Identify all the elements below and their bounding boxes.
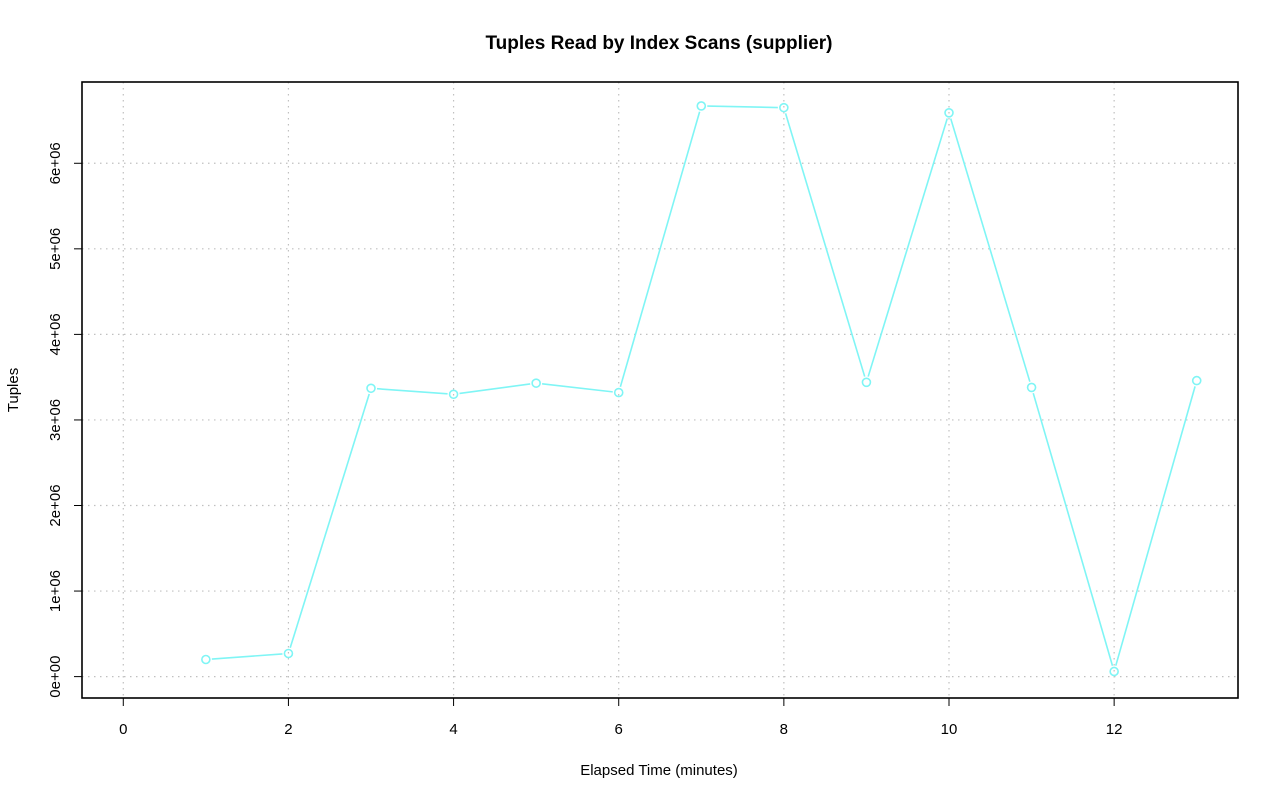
series-line-segment bbox=[867, 118, 949, 377]
data-point bbox=[201, 654, 211, 665]
series-line-segment bbox=[542, 383, 613, 393]
y-tick-label: 6e+06 bbox=[47, 142, 64, 184]
data-point bbox=[531, 378, 541, 388]
y-axis: 0e+00 1e+06 2e+06 3e+06 4e+06 5e+06 6e+06 bbox=[47, 142, 83, 698]
data-point bbox=[944, 108, 954, 118]
x-tick-label: 4 bbox=[449, 721, 457, 738]
y-tick-label: 4e+06 bbox=[47, 313, 64, 355]
data-point bbox=[779, 102, 789, 113]
x-tick-label: 2 bbox=[284, 721, 292, 738]
data-point bbox=[1191, 375, 1202, 386]
series-line-segment bbox=[707, 105, 778, 109]
series-line-segment bbox=[289, 393, 370, 649]
x-axis: 0 2 4 6 8 10 12 bbox=[119, 697, 1123, 738]
y-tick-label: 0e+00 bbox=[47, 656, 64, 698]
x-tick-label: 8 bbox=[780, 721, 788, 738]
x-tick-label: 12 bbox=[1106, 721, 1123, 738]
data-point bbox=[283, 648, 294, 659]
data-point bbox=[448, 389, 459, 400]
data-point bbox=[1026, 382, 1037, 393]
series-line-segment bbox=[1115, 386, 1196, 666]
data-point bbox=[1109, 666, 1119, 677]
series-layer bbox=[201, 101, 1202, 677]
data-point bbox=[696, 101, 707, 111]
grid bbox=[82, 82, 1238, 698]
chart-title: Tuples Read by Index Scans (supplier) bbox=[485, 33, 832, 54]
x-tick-label: 0 bbox=[119, 721, 127, 738]
y-tick-label: 2e+06 bbox=[47, 484, 64, 526]
series-line-segment bbox=[459, 383, 531, 395]
series-line-segment bbox=[619, 111, 701, 388]
x-axis-label: Elapsed Time (minutes) bbox=[580, 762, 738, 779]
series-line-segment bbox=[784, 113, 866, 377]
plot-frame bbox=[81, 81, 1239, 699]
data-point bbox=[861, 377, 872, 388]
series-line-segment bbox=[949, 118, 1031, 382]
data-point bbox=[613, 387, 624, 398]
x-tick-label: 10 bbox=[941, 721, 958, 738]
y-tick-label: 5e+06 bbox=[47, 228, 64, 270]
data-point bbox=[366, 383, 376, 394]
y-tick-label: 1e+06 bbox=[47, 570, 64, 612]
y-tick-label: 3e+06 bbox=[47, 399, 64, 441]
series-line-segment bbox=[211, 653, 283, 660]
series-line-segment bbox=[376, 387, 448, 395]
y-axis-label: Tuples bbox=[5, 368, 22, 412]
x-tick-label: 6 bbox=[615, 721, 623, 738]
series-line-segment bbox=[1032, 392, 1114, 666]
